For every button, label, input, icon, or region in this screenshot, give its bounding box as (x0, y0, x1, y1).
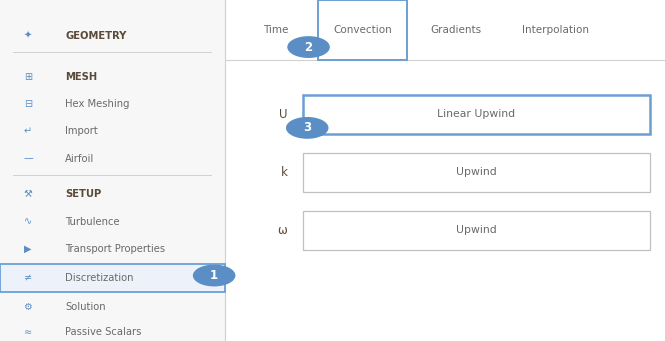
Text: Convection: Convection (333, 25, 392, 35)
Text: Interpolation: Interpolation (522, 25, 589, 35)
Text: ≈: ≈ (24, 327, 32, 338)
Text: ⊞: ⊞ (24, 72, 32, 82)
Text: Transport Properties: Transport Properties (65, 244, 166, 254)
Text: ω: ω (277, 224, 287, 237)
Text: Turbulence: Turbulence (65, 217, 120, 227)
Text: Time: Time (263, 25, 289, 35)
FancyBboxPatch shape (303, 94, 650, 134)
FancyBboxPatch shape (318, 0, 408, 60)
Text: ∿: ∿ (24, 217, 32, 227)
Text: MESH: MESH (65, 72, 97, 82)
Text: 3: 3 (303, 121, 311, 134)
Text: Hex Meshing: Hex Meshing (65, 99, 130, 109)
Text: ⚙: ⚙ (23, 302, 33, 312)
Circle shape (193, 265, 235, 286)
Text: 1: 1 (210, 269, 218, 282)
Text: ≠: ≠ (24, 273, 32, 283)
Text: GEOMETRY: GEOMETRY (65, 31, 126, 41)
Text: Import: Import (65, 126, 98, 136)
Text: ⊟: ⊟ (24, 99, 32, 109)
FancyBboxPatch shape (225, 0, 665, 341)
Text: 2: 2 (305, 41, 313, 54)
Text: ⚒: ⚒ (23, 189, 33, 199)
Text: ↵: ↵ (24, 126, 32, 136)
FancyBboxPatch shape (303, 153, 650, 192)
FancyBboxPatch shape (0, 0, 225, 341)
Text: Linear Upwind: Linear Upwind (438, 109, 515, 119)
Text: k: k (281, 166, 287, 179)
Circle shape (287, 36, 330, 58)
Text: Airfoil: Airfoil (65, 153, 94, 164)
FancyBboxPatch shape (0, 264, 225, 292)
Text: Discretization: Discretization (65, 273, 134, 283)
Text: Upwind: Upwind (456, 167, 497, 177)
Text: ▶: ▶ (24, 244, 32, 254)
FancyBboxPatch shape (303, 210, 650, 250)
Text: ✦: ✦ (24, 31, 32, 41)
Text: Passive Scalars: Passive Scalars (65, 327, 142, 338)
Text: SETUP: SETUP (65, 189, 102, 199)
Text: Gradients: Gradients (430, 25, 481, 35)
Text: —: — (23, 153, 33, 164)
Text: U: U (279, 108, 287, 121)
Circle shape (286, 117, 329, 139)
Text: Upwind: Upwind (456, 225, 497, 235)
Text: Solution: Solution (65, 302, 106, 312)
